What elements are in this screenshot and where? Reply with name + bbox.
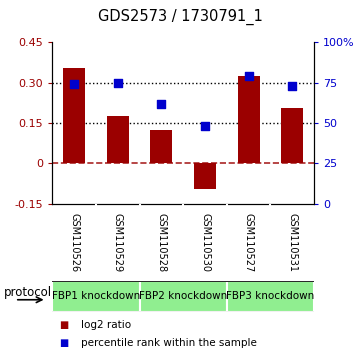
Text: GSM110530: GSM110530 — [200, 213, 210, 272]
Bar — [140, 281, 227, 312]
Bar — [151, 130, 172, 163]
Text: FBP2 knockdown: FBP2 knockdown — [139, 291, 227, 302]
Text: FBP3 knockdown: FBP3 knockdown — [226, 291, 314, 302]
Point — [158, 101, 164, 107]
Bar — [227, 281, 314, 312]
Point — [290, 83, 295, 89]
Bar — [63, 68, 85, 163]
Point — [71, 81, 77, 87]
Text: FBP1 knockdown: FBP1 knockdown — [52, 291, 140, 302]
Text: GSM110526: GSM110526 — [69, 213, 79, 272]
Bar — [281, 108, 303, 163]
Text: GSM110528: GSM110528 — [156, 213, 166, 272]
Text: protocol: protocol — [4, 286, 52, 299]
Bar — [194, 163, 216, 189]
Point — [246, 74, 252, 79]
Bar — [52, 281, 140, 312]
Point — [202, 124, 208, 129]
Text: GSM110529: GSM110529 — [113, 213, 123, 272]
Text: ■: ■ — [60, 320, 69, 330]
Text: GDS2573 / 1730791_1: GDS2573 / 1730791_1 — [98, 9, 263, 25]
Text: GSM110531: GSM110531 — [287, 213, 297, 272]
Text: log2 ratio: log2 ratio — [81, 320, 131, 330]
Bar — [238, 76, 260, 163]
Bar — [107, 116, 129, 163]
Text: GSM110527: GSM110527 — [244, 213, 254, 272]
Point — [115, 80, 121, 86]
Text: ■: ■ — [60, 338, 69, 348]
Text: percentile rank within the sample: percentile rank within the sample — [81, 338, 257, 348]
